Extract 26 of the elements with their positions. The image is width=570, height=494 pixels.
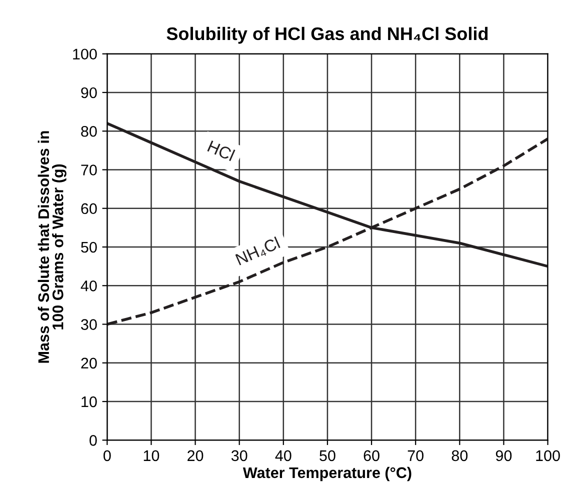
x-tick-label: 60 xyxy=(364,450,380,462)
x-axis-title: Water Temperature (°C) xyxy=(242,466,412,482)
x-tick-label: 40 xyxy=(275,450,292,462)
y-tick-label: 80 xyxy=(81,126,97,137)
y-tick-label: 40 xyxy=(80,280,97,292)
x-tick-label: 100 xyxy=(536,450,560,462)
x-tick-label: 30 xyxy=(231,450,248,462)
x-tick-label: 10 xyxy=(144,450,160,462)
x-tick-label: 0 xyxy=(104,450,111,462)
y-axis-title: Mass of Solute that Dissolves in 100 Grams of Water (g) xyxy=(38,131,66,363)
y-tick-label: 60 xyxy=(81,203,97,214)
x-tick-label: 70 xyxy=(408,450,424,462)
text: HCl xyxy=(207,140,236,162)
y-tick-label: 100 xyxy=(73,48,97,60)
y-tick-label: 20 xyxy=(81,358,97,369)
x-tick-label: 50 xyxy=(320,450,336,462)
x-tick-label: 80 xyxy=(452,450,468,462)
chart-title: Solubility of HCl Gas and NH₄Cl Solid xyxy=(166,26,488,44)
x-tick-label: 90 xyxy=(496,450,512,462)
y-tick-label: 70 xyxy=(81,164,97,176)
y-tick-label: 30 xyxy=(81,319,97,330)
y-tick-label: 10 xyxy=(82,396,97,408)
y-tick-label: 0 xyxy=(90,435,97,446)
y-tick-label: 90 xyxy=(81,87,97,98)
y-tick-label: 50 xyxy=(81,242,97,253)
x-tick-label: 20 xyxy=(188,450,204,462)
